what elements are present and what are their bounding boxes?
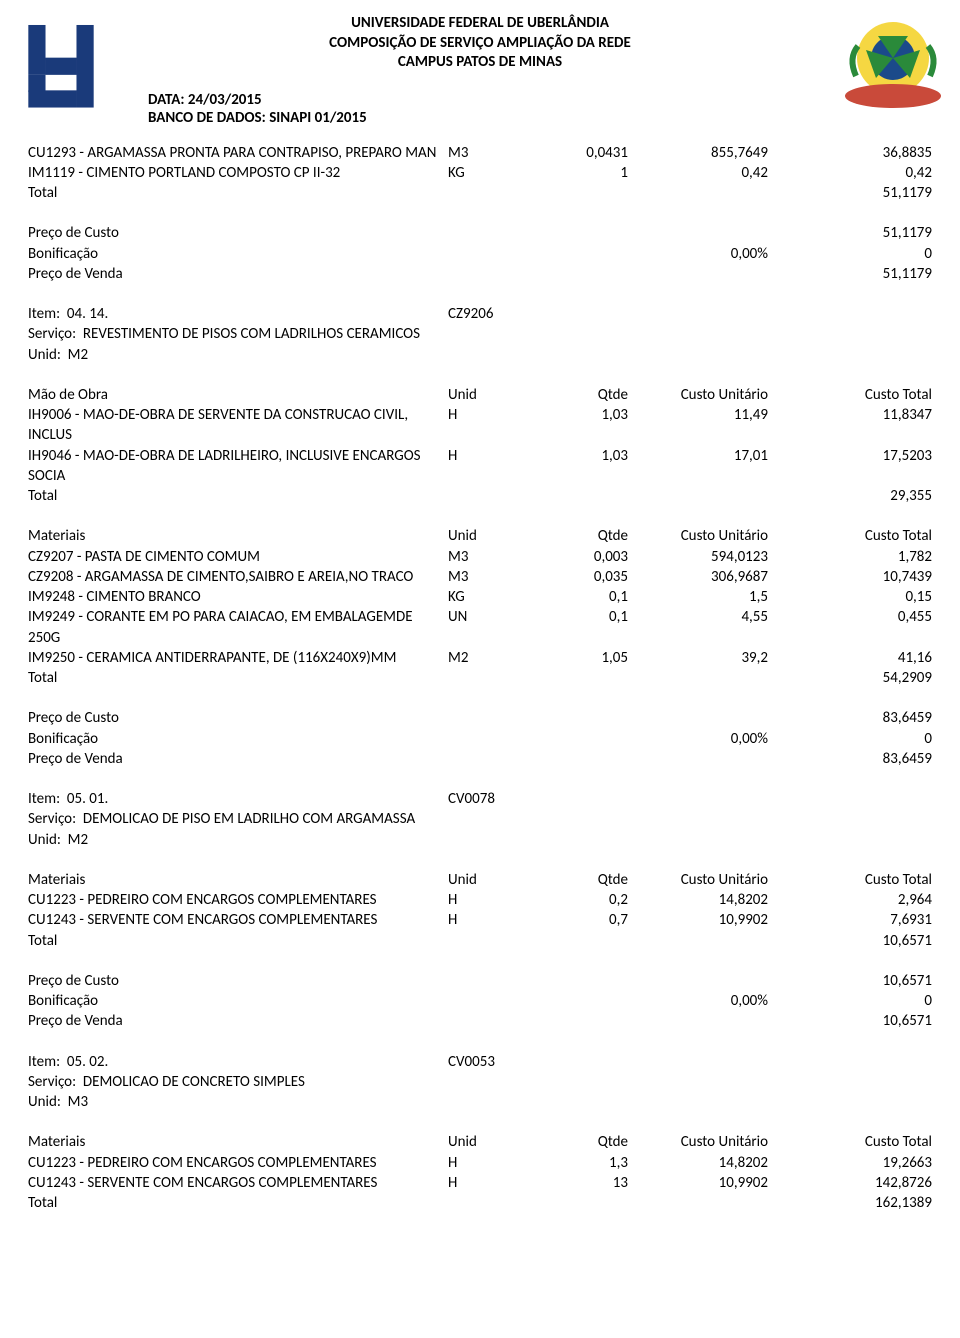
preco-custo-row: Preço de Custo 83,6459 — [28, 708, 932, 728]
table-row: CZ9207 - PASTA DE CIMENTO COMUM M3 0,003… — [28, 547, 932, 567]
table-row: CU1223 - PEDREIRO COM ENCARGOS COMPLEMEN… — [28, 890, 932, 910]
table-row: IM1119 - CIMENTO PORTLAND COMPOSTO CP II… — [28, 163, 932, 183]
unid-row: Unid: M3 — [28, 1092, 932, 1112]
table-row: IM9249 - CORANTE EM PO PARA CAIACAO, EM … — [28, 607, 932, 648]
unid-row: Unid: M2 — [28, 830, 932, 850]
unid-row: Unid: M2 — [28, 345, 932, 365]
table-row: IH9006 - MAO-DE-OBRA DE SERVENTE DA CONS… — [28, 405, 932, 446]
item-header: Item: 04. 14. CZ9206 — [28, 304, 932, 324]
bonificacao-row: Bonificação 0,00% 0 — [28, 244, 932, 264]
item-header: Item: 05. 02. CV0053 — [28, 1052, 932, 1072]
table-row: CU1293 - ARGAMASSA PRONTA PARA CONTRAPIS… — [28, 143, 932, 163]
materiais-header: Materiais Unid Qtde Custo Unitário Custo… — [28, 526, 932, 546]
total-row: Total 10,6571 — [28, 931, 932, 951]
mao-obra-header: Mão de Obra Unid Qtde Custo Unitário Cus… — [28, 385, 932, 405]
table-row: CU1243 - SERVENTE COM ENCARGOS COMPLEMEN… — [28, 1173, 932, 1193]
page-header: UNIVERSIDADE FEDERAL DE UBERLÂNDIA COMPO… — [28, 10, 932, 127]
table-row: CU1223 - PEDREIRO COM ENCARGOS COMPLEMEN… — [28, 1153, 932, 1173]
materiais-header: Materiais Unid Qtde Custo Unitário Custo… — [28, 1132, 932, 1152]
preco-venda-row: Preço de Venda 83,6459 — [28, 749, 932, 769]
preco-custo-row: Preço de Custo 10,6571 — [28, 971, 932, 991]
servico-row: Serviço: DEMOLICAO DE CONCRETO SIMPLES — [28, 1072, 932, 1092]
total-row: Total 162,1389 — [28, 1193, 932, 1213]
table-row: IM9250 - CERAMICA ANTIDERRAPANTE, DE (11… — [28, 648, 932, 668]
servico-row: Serviço: DEMOLICAO DE PISO EM LADRILHO C… — [28, 809, 932, 829]
preco-venda-row: Preço de Venda 51,1179 — [28, 264, 932, 284]
total-row: Total 51,1179 — [28, 183, 932, 203]
materiais-header: Materiais Unid Qtde Custo Unitário Custo… — [28, 870, 932, 890]
table-row: IH9046 - MAO-DE-OBRA DE LADRILHEIRO, INC… — [28, 446, 932, 487]
item-header: Item: 05. 01. CV0078 — [28, 789, 932, 809]
bonificacao-row: Bonificação 0,00% 0 — [28, 991, 932, 1011]
table-row: CU1243 - SERVENTE COM ENCARGOS COMPLEMEN… — [28, 910, 932, 930]
header-line-3: CAMPUS PATOS DE MINAS — [28, 53, 932, 73]
servico-row: Serviço: REVESTIMENTO DE PISOS COM LADRI… — [28, 324, 932, 344]
logo-right — [838, 8, 948, 118]
header-data: DATA: 24/03/2015 — [148, 91, 932, 109]
logo-left — [18, 14, 104, 134]
table-row: IM9248 - CIMENTO BRANCO KG 0,1 1,5 0,15 — [28, 587, 932, 607]
header-line-2: COMPOSIÇÃO DE SERVIÇO AMPLIAÇÃO DA REDE — [28, 34, 932, 54]
preco-custo-row: Preço de Custo 51,1179 — [28, 223, 932, 243]
bonificacao-row: Bonificação 0,00% 0 — [28, 729, 932, 749]
table-row: CZ9208 - ARGAMASSA DE CIMENTO,SAIBRO E A… — [28, 567, 932, 587]
preco-venda-row: Preço de Venda 10,6571 — [28, 1011, 932, 1031]
header-banco: BANCO DE DADOS: SINAPI 01/2015 — [148, 109, 932, 127]
header-line-1: UNIVERSIDADE FEDERAL DE UBERLÂNDIA — [28, 14, 932, 34]
total-row: Total 29,355 — [28, 486, 932, 506]
total-row: Total 54,2909 — [28, 668, 932, 688]
